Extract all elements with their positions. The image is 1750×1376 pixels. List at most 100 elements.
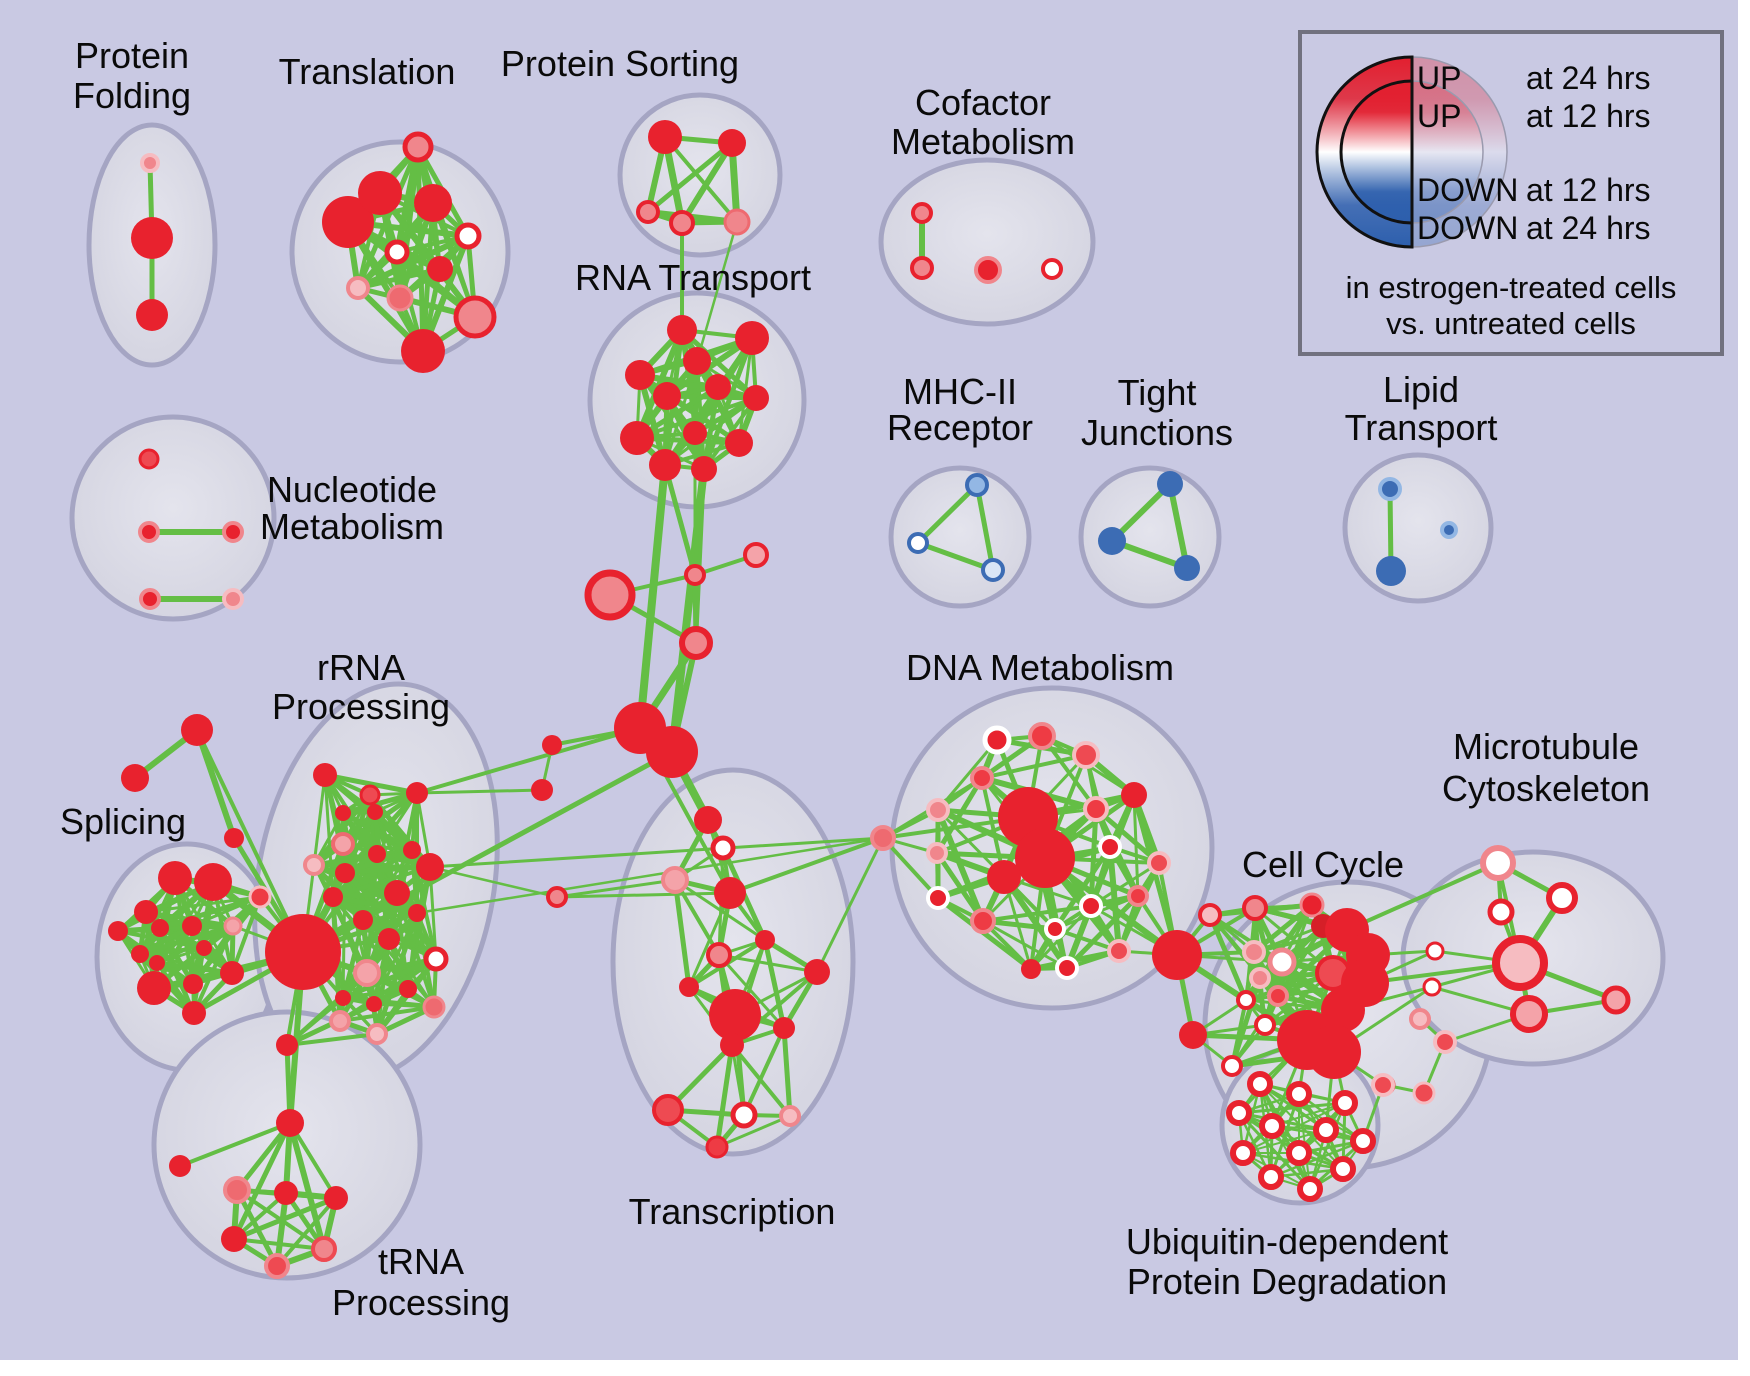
node-sp13 (220, 961, 244, 985)
node-tj2 (1098, 527, 1126, 555)
node-ts14 (779, 1105, 801, 1127)
node-dm10 (1121, 782, 1147, 808)
node-dm2 (1028, 722, 1056, 750)
edge-ub-mesh (1308, 1101, 1347, 1191)
cluster-label-mh-0: MHC-II (903, 371, 1017, 412)
node-nm3 (222, 521, 244, 543)
node-tj1 (1157, 471, 1183, 497)
edge-ps-mesh (679, 140, 735, 226)
node-t9 (386, 284, 414, 312)
edge-ts-mesh (687, 891, 732, 989)
cluster-label-mt-0: Microtubule (1453, 726, 1639, 767)
edge-dm-mesh (1001, 874, 1070, 971)
node-ts6 (706, 942, 732, 968)
node-ts10 (720, 1033, 744, 1057)
edge-dm-mesh (934, 775, 985, 856)
cluster-label-cc-0: Cell Cycle (1242, 844, 1404, 885)
node-sp8 (196, 940, 212, 956)
node-ts15 (705, 1135, 729, 1159)
node-r16 (265, 914, 341, 990)
node-ub8 (1230, 1140, 1256, 1166)
edge-ps-mesh (663, 135, 739, 224)
edge-ts-mesh (742, 1026, 786, 1117)
node-mt5 (1422, 977, 1442, 997)
node-dm3 (1072, 741, 1100, 769)
node-mt4 (1425, 941, 1445, 961)
node-r9 (403, 841, 421, 859)
cluster-nm-blob (69, 414, 277, 622)
edge-rt-mesh (663, 396, 758, 467)
node-r24 (329, 1010, 351, 1032)
edge-mh1-mh3 (974, 482, 996, 573)
node-h4 (679, 626, 713, 660)
node-r21 (422, 995, 446, 1019)
node-ub11 (1258, 1164, 1284, 1190)
node-r23 (366, 996, 382, 1012)
node-ts2 (710, 835, 736, 861)
node-t11 (401, 329, 445, 373)
node-dm15 (926, 886, 950, 910)
node-cc2 (1242, 895, 1268, 921)
cluster-label-sp-0: Splicing (60, 801, 186, 842)
edge-dm-mesh (981, 919, 1069, 970)
legend-glyph-half (1339, 79, 1414, 225)
node-sp9 (149, 955, 165, 971)
node-t1 (402, 131, 434, 163)
node-dm11 (1083, 796, 1109, 822)
edge-ts8-dm0 (815, 836, 885, 974)
node-r22 (335, 990, 351, 1006)
node-mt12 (1412, 1081, 1436, 1105)
node-pf2 (131, 217, 173, 259)
edge-dm-mesh (980, 753, 1088, 780)
edge-sp-mesh (190, 895, 262, 928)
cluster-label-tj-1: Junctions (1081, 412, 1233, 453)
edge-tn-mesh (288, 1121, 338, 1200)
cluster-label-nm-0: Nucleotide (267, 469, 437, 510)
edge-ub-mesh (1242, 1129, 1327, 1154)
node-sp5 (151, 919, 169, 937)
node-r10 (335, 863, 355, 883)
edge-rr-mesh (338, 1005, 436, 1023)
node-tn2 (169, 1155, 191, 1177)
cluster-label-tj-0: Tight (1118, 372, 1197, 413)
edge-sp-mesh (191, 924, 235, 986)
node-ts7 (679, 977, 699, 997)
node-mt9 (1409, 1008, 1431, 1030)
cluster-label-rr-0: rRNA (317, 647, 405, 688)
node-cc0 (1152, 930, 1202, 980)
node-tn5 (324, 1186, 348, 1210)
edge-h8-r3 (415, 788, 544, 795)
node-r15 (408, 904, 426, 922)
node-ts1 (694, 806, 722, 834)
node-ts12 (652, 1094, 684, 1126)
edge-tn-mesh (234, 1120, 293, 1193)
node-rt7 (743, 385, 769, 411)
edge-rr-mesh (285, 1032, 379, 1047)
node-cc2b (1299, 892, 1325, 918)
node-dm8 (1015, 828, 1075, 888)
node-r12 (384, 880, 410, 906)
node-tn1 (276, 1109, 304, 1137)
node-cc1 (1198, 903, 1222, 927)
node-ts11 (773, 1017, 795, 1039)
node-cc15 (1307, 1025, 1361, 1079)
node-ub3 (1332, 1090, 1358, 1116)
edge-rr-mesh (343, 865, 432, 875)
edge-tn-mesh (275, 1196, 338, 1268)
node-h1 (684, 564, 706, 586)
edge-ts4-dm0 (728, 836, 885, 895)
legend-dir-2: DOWN (1417, 172, 1518, 208)
edge-st1-r16 (195, 728, 305, 954)
node-h2 (743, 542, 769, 568)
node-cc6 (1242, 940, 1266, 964)
edge-tn-mesh (287, 1120, 327, 1252)
node-dm20 (1055, 956, 1079, 980)
edge-ts-mesh (717, 953, 786, 1030)
edge-o1-r11 (428, 865, 559, 899)
node-h7 (542, 735, 562, 755)
node-rt4 (625, 360, 655, 390)
cluster-cm-blob (878, 157, 1096, 327)
edge-dm-mesh (1064, 893, 1141, 971)
